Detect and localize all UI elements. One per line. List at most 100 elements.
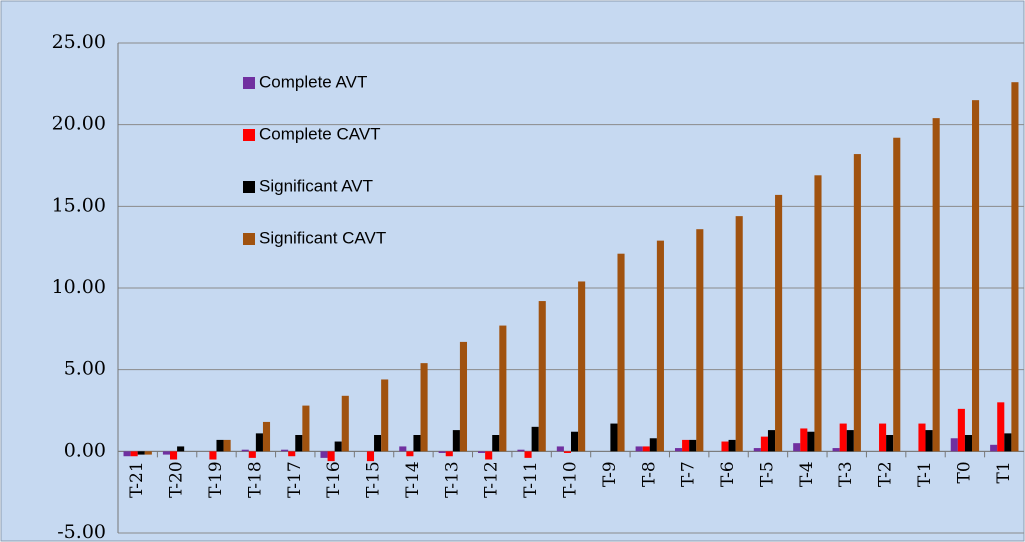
bar (137, 451, 145, 455)
bar (209, 451, 217, 460)
bar (452, 430, 460, 452)
bar (839, 423, 847, 452)
bar (689, 439, 697, 452)
x-tick-label: T-6 (718, 461, 738, 487)
y-tick-label: 5.00 (64, 358, 106, 380)
bar (886, 435, 894, 452)
bar (571, 431, 579, 452)
bar (846, 430, 854, 452)
bar (635, 446, 643, 452)
bar (130, 451, 138, 457)
x-tick-label: T-3 (836, 461, 856, 487)
legend-swatch (243, 181, 255, 193)
bar (964, 435, 973, 452)
bar (517, 449, 525, 452)
bar (420, 363, 428, 452)
bar (169, 451, 178, 460)
bar (728, 439, 736, 452)
x-tick-label: T-9 (600, 461, 620, 487)
y-tick-label: 20.00 (52, 113, 106, 135)
bar (832, 448, 840, 452)
x-tick-label: T-1 (915, 461, 935, 487)
bar (288, 451, 296, 457)
y-tick-label: 10.00 (52, 276, 106, 298)
y-tick-label: 15.00 (52, 194, 106, 216)
bar (144, 451, 152, 455)
bar (445, 451, 453, 457)
bar (366, 451, 375, 462)
bar (578, 281, 586, 452)
legend-label: Significant AVT (259, 176, 373, 195)
bar (760, 436, 768, 452)
x-tick-label: T-17 (285, 461, 305, 498)
bar (800, 428, 808, 452)
bar (950, 438, 958, 452)
bar (972, 100, 980, 452)
bar (1004, 433, 1012, 452)
legend-label: Significant CAVT (259, 228, 386, 247)
x-tick-label: T-13 (442, 461, 462, 498)
x-tick-label: T-10 (561, 461, 581, 498)
bar (302, 405, 310, 452)
bar (320, 451, 328, 458)
x-tick-label: T-20 (167, 461, 187, 498)
bar (642, 446, 650, 452)
bar (556, 446, 564, 452)
x-tick-label: T-11 (521, 461, 541, 498)
bar (381, 379, 389, 452)
x-tick-label: T-12 (482, 461, 502, 498)
bar (413, 435, 421, 452)
bar (248, 451, 256, 458)
bar (241, 449, 249, 452)
bar (957, 408, 965, 452)
bar (406, 451, 414, 457)
legend-label: Complete AVT (259, 72, 367, 91)
bar (459, 341, 468, 452)
bar (538, 301, 546, 452)
x-tick-label: T-19 (206, 461, 226, 498)
bar (262, 421, 271, 452)
bar (649, 438, 657, 452)
bar (767, 430, 776, 452)
x-tick-label: T-16 (324, 461, 344, 498)
bar (438, 451, 446, 453)
bar (281, 449, 289, 452)
bar (399, 446, 407, 452)
bar (1011, 82, 1019, 452)
bar (334, 441, 342, 452)
x-tick-label: T-18 (245, 461, 265, 498)
legend-label: Complete CAVT (259, 124, 381, 143)
x-tick-label: T0 (954, 461, 974, 483)
bar (295, 435, 303, 452)
bar (610, 423, 618, 452)
y-tick-label: 0.00 (64, 439, 106, 461)
legend-swatch (243, 77, 255, 89)
x-tick-label: T-14 (403, 461, 423, 498)
y-tick-label: 25.00 (52, 31, 106, 53)
bar (879, 423, 887, 452)
bar (990, 444, 998, 452)
bar (682, 439, 690, 452)
legend-swatch (243, 233, 255, 245)
bar (721, 441, 729, 452)
bar (918, 423, 926, 452)
bar (932, 118, 940, 452)
bar (223, 439, 231, 452)
bar (499, 325, 507, 452)
x-tick-label: T-5 (757, 461, 777, 487)
x-tick-label: T-15 (364, 461, 384, 498)
bar (674, 448, 683, 452)
bar (374, 435, 382, 452)
x-tick-label: T-21 (127, 461, 147, 498)
bar (853, 154, 861, 452)
bar (656, 240, 664, 452)
x-tick-label: T-4 (797, 461, 817, 487)
x-tick-label: T-7 (679, 461, 699, 487)
bar (925, 430, 933, 452)
bar (478, 451, 486, 453)
bar (997, 402, 1005, 452)
bar (531, 426, 539, 452)
bar (123, 451, 131, 457)
